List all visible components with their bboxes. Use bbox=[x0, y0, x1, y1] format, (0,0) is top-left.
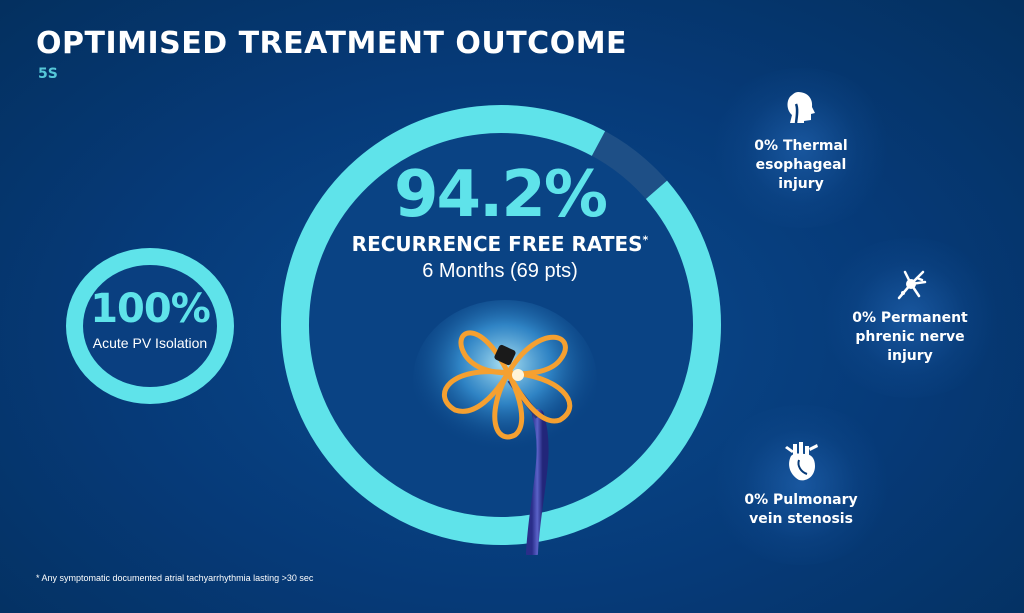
spline-3 bbox=[442, 369, 511, 414]
catheter-splines bbox=[442, 330, 573, 440]
stat-esophageal: 0% Thermal esophageal injury bbox=[716, 137, 886, 194]
stat-pulmonary-line-1: 0% Pulmonary bbox=[744, 492, 858, 508]
catheter-device-illustration bbox=[413, 300, 597, 555]
catheter-shaft bbox=[526, 409, 549, 555]
stat-pulmonary-vein: 0% Pulmonary vein stenosis bbox=[716, 491, 886, 529]
footnote: * Any symptomatic documented atrial tach… bbox=[36, 573, 314, 583]
stat-glow-2 bbox=[815, 238, 1005, 398]
page-subtitle: 5S bbox=[38, 66, 58, 82]
catheter-tip bbox=[494, 344, 516, 366]
acute-isolation-label: Acute PV Isolation bbox=[92, 335, 208, 351]
stat-phrenic-line-3: injury bbox=[887, 348, 933, 364]
recurrence-sublabel: 6 Months (69 pts) bbox=[422, 260, 578, 282]
recurrence-percent: 94.2% bbox=[393, 158, 608, 232]
stat-esophageal-line-2: esophageal bbox=[755, 157, 847, 173]
stat-glow-3 bbox=[706, 405, 896, 565]
heart-icon bbox=[785, 442, 818, 481]
stat-phrenic-line-1: 0% Permanent bbox=[852, 310, 968, 326]
spline-5 bbox=[492, 370, 525, 440]
recurrence-asterisk: * bbox=[642, 233, 649, 247]
stat-esophageal-line-3: injury bbox=[778, 176, 824, 192]
stat-phrenic-line-2: phrenic nerve bbox=[855, 329, 965, 345]
catheter-hub-light bbox=[512, 369, 524, 381]
recurrence-label: RECURRENCE FREE RATES* bbox=[330, 232, 670, 256]
throat-icon bbox=[787, 92, 815, 124]
stat-esophageal-line-1: 0% Thermal bbox=[754, 138, 848, 154]
stat-pulmonary-line-2: vein stenosis bbox=[749, 511, 853, 527]
acute-isolation-percent: 100% bbox=[90, 286, 211, 332]
spline-4 bbox=[505, 370, 573, 424]
recurrence-label-text: RECURRENCE FREE RATES bbox=[351, 232, 643, 256]
nerve-icon bbox=[897, 270, 927, 300]
acute-isolation-ring bbox=[66, 248, 234, 404]
stat-phrenic-nerve: 0% Permanent phrenic nerve injury bbox=[825, 309, 995, 366]
page-title: OPTIMISED TREATMENT OUTCOME bbox=[36, 26, 628, 61]
